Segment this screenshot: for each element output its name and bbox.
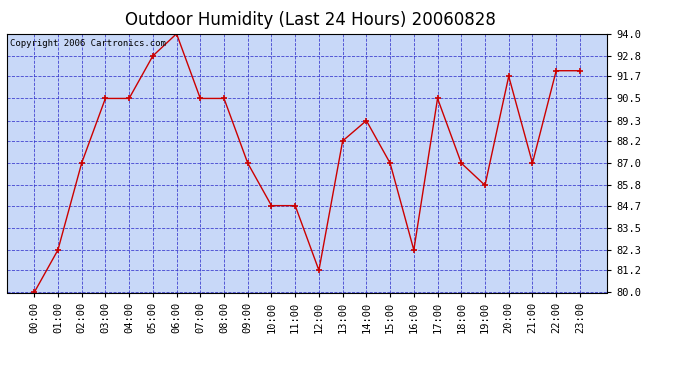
Text: Copyright 2006 Cartronics.com: Copyright 2006 Cartronics.com xyxy=(10,39,166,48)
Text: Outdoor Humidity (Last 24 Hours) 20060828: Outdoor Humidity (Last 24 Hours) 2006082… xyxy=(125,11,496,29)
